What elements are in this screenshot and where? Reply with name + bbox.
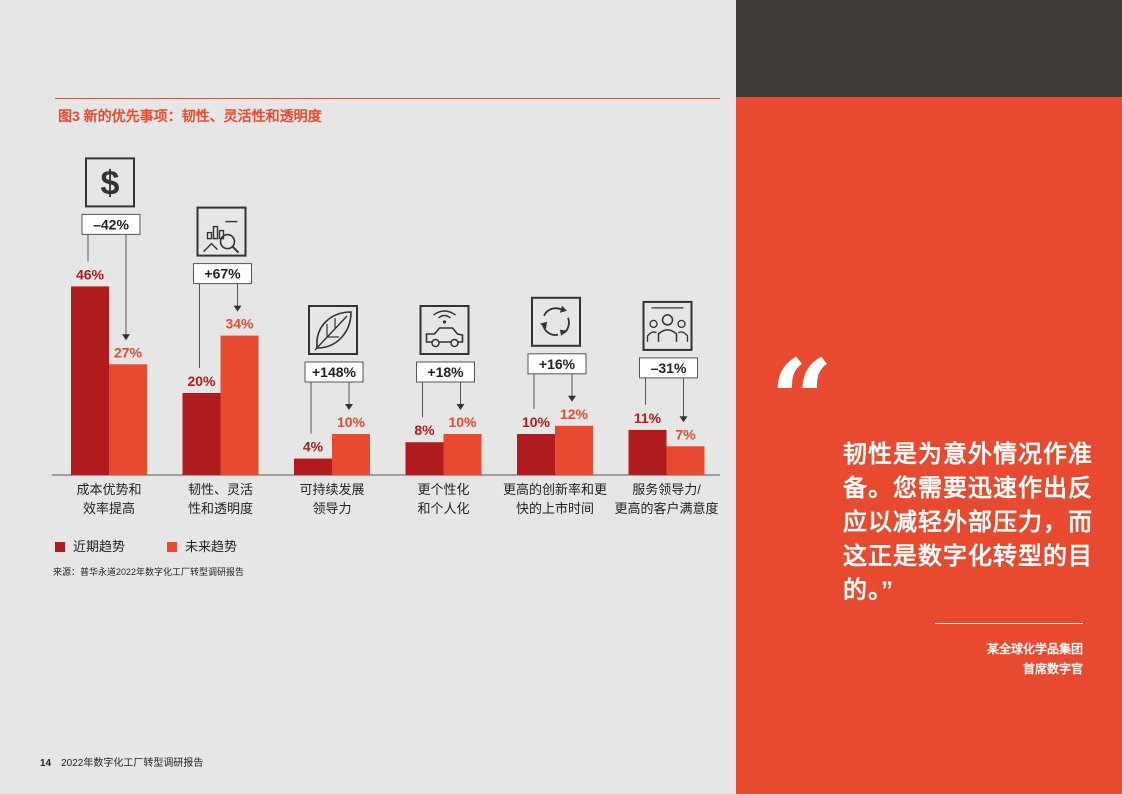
title-rule — [55, 98, 720, 99]
quote-rule — [935, 623, 1083, 624]
bar-future-1 — [109, 364, 147, 475]
bar-future-4 — [443, 434, 482, 475]
legend-swatch-recent — [55, 542, 65, 552]
data-label-recent-4: 8% — [414, 422, 435, 438]
bar-recent-5 — [517, 434, 555, 475]
category-label-6: 服务领导力/更高的客户满意度 — [602, 480, 732, 518]
bar-future-6 — [666, 446, 705, 475]
data-label-future-3: 10% — [337, 414, 366, 430]
change-box-4 — [416, 361, 475, 383]
legend-label-future: 未来趋势 — [185, 539, 238, 554]
refresh-cycle-icon — [531, 296, 581, 347]
attribution-company: 某全球化学品集团 — [986, 642, 1083, 656]
arrowhead-5 — [568, 395, 576, 402]
dollar-icon: $ — [85, 157, 135, 208]
bar-recent-2 — [182, 393, 221, 475]
svg-text:$: $ — [101, 164, 120, 202]
connected-car-icon — [419, 305, 470, 355]
change-label-1: –42% — [93, 216, 129, 232]
legend-future: 未来趋势 — [167, 536, 237, 555]
category-label-line: 成本优势和 — [76, 482, 142, 497]
change-box-3 — [304, 361, 364, 383]
legend-label-recent: 近期趋势 — [73, 539, 126, 554]
bar-chart: 46% 27% –42% $20% 34% +67% 4% 10% +148% 8% 10% +1… — [52, 157, 720, 476]
change-label-2: +67% — [204, 266, 241, 282]
data-label-future-6: 7% — [675, 426, 696, 442]
arrowhead-3 — [345, 404, 353, 410]
category-label-line: 性和透明度 — [187, 501, 253, 516]
change-box-1 — [81, 213, 141, 235]
legend-recent: 近期趋势 — [55, 536, 125, 555]
quote-mark: “ — [770, 335, 834, 464]
category-label-line: 快的上市时间 — [515, 501, 594, 516]
change-box-2 — [193, 263, 252, 285]
quote-text: 韧性是为意外情况作准备。您需要迅速作出反应以减轻外部压力，而这正是数字化转型的目… — [843, 441, 1093, 604]
arrowhead-6 — [679, 416, 688, 423]
change-label-3: +148% — [312, 364, 357, 380]
data-label-future-2: 34% — [225, 316, 254, 332]
data-label-recent-5: 10% — [522, 414, 551, 430]
header-band — [736, 0, 1122, 97]
change-label-6: –31% — [651, 360, 687, 376]
source-note: 来源：普华永道2022年数字化工厂转型调研报告 — [53, 567, 245, 577]
category-label-line: 服务领导力/ — [632, 482, 701, 497]
category-label-2: 韧性、灵活性和透明度 — [156, 480, 286, 518]
data-label-recent-3: 4% — [303, 439, 324, 455]
category-label-line: 和个人化 — [417, 501, 470, 516]
category-label-line: 更个性化 — [417, 482, 470, 497]
data-label-future-5: 12% — [560, 406, 589, 422]
customers-icon — [642, 300, 693, 351]
data-label-recent-6: 11% — [634, 410, 662, 426]
bar-recent-4 — [405, 442, 444, 475]
quote-panel — [736, 0, 1122, 794]
data-label-recent-1: 46% — [76, 266, 105, 282]
data-label-recent-2: 20% — [187, 373, 216, 389]
category-label-line: 韧性、灵活 — [187, 482, 253, 497]
footer-title: 2022年数字化工厂转型调研报告 — [61, 758, 204, 769]
category-label-line: 领导力 — [312, 501, 352, 516]
data-label-future-1: 27% — [114, 344, 143, 360]
bar-future-2 — [220, 335, 259, 475]
data-label-future-4: 10% — [448, 414, 477, 430]
arrowhead-1 — [122, 334, 130, 341]
category-label-1: 成本优势和 效率提高 — [44, 480, 174, 518]
category-label-line: 可持续发展 — [299, 482, 365, 497]
change-label-5: +16% — [539, 356, 576, 372]
arrowhead-2 — [233, 305, 242, 312]
figure-title: 图3 新的优先事项：韧性、灵活性和透明度 — [58, 108, 322, 124]
legend-swatch-future — [167, 542, 177, 552]
bar-recent-6 — [628, 429, 667, 475]
attribution-role: 首席数字官 — [1022, 662, 1083, 676]
change-box-6 — [639, 357, 698, 379]
chart-magnifier-icon — [196, 206, 247, 257]
change-label-4: +18% — [427, 364, 464, 380]
category-label-4: 更个性化 和个人化 — [379, 480, 509, 518]
category-label-line: 更高的客户满意度 — [614, 501, 719, 516]
category-label-line: 效率提高 — [82, 501, 135, 516]
bar-future-5 — [555, 425, 593, 475]
category-label-5: 更高的创新率和更 快的上市时间 — [490, 480, 620, 518]
category-label-line: 更高的创新率和更 — [502, 482, 607, 497]
leaf-icon — [308, 305, 358, 355]
bar-future-3 — [332, 434, 370, 475]
footer: 14 2022年数字化工厂转型调研报告 — [40, 754, 203, 769]
bar-recent-1 — [71, 286, 109, 475]
change-box-5 — [527, 353, 587, 375]
arrowhead-4 — [456, 404, 465, 410]
category-label-3: 可持续发展 领导力 — [267, 480, 397, 518]
bar-recent-3 — [294, 458, 332, 475]
page-number: 14 — [40, 758, 52, 769]
